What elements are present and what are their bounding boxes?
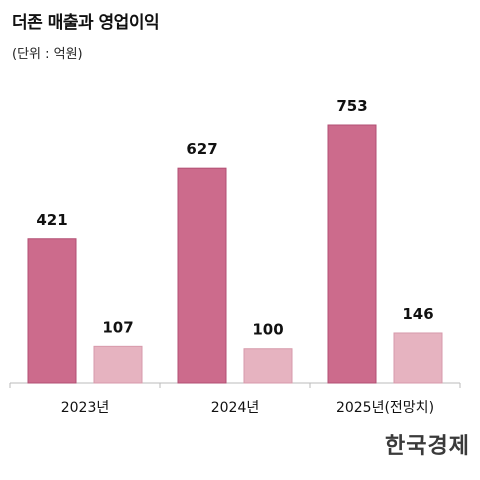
hankyung-logo: 한국경제 (385, 433, 470, 459)
revenue-value-label-0: 421 (36, 211, 67, 229)
category-label-2: 2025년(전망치) (336, 400, 434, 416)
revenue-value-label-2: 753 (336, 97, 367, 115)
category-label-1: 2024년 (211, 400, 260, 416)
profit-bar-1 (243, 348, 293, 384)
profit-value-label-2: 146 (402, 305, 433, 323)
revenue-bar-2 (327, 124, 377, 384)
profit-value-label-0: 107 (102, 318, 133, 336)
unit-label: (단위 : 억원) (12, 47, 83, 62)
revenue-bar-0 (27, 238, 77, 384)
chart-title: 더존 매출과 영업이익 (12, 13, 160, 33)
profit-bar-0 (93, 345, 143, 384)
category-label-0: 2023년 (61, 400, 110, 416)
revenue-bar-1 (177, 167, 227, 384)
profit-value-label-1: 100 (252, 321, 283, 339)
revenue-value-label-1: 627 (186, 140, 217, 158)
profit-bar-2 (393, 332, 443, 384)
